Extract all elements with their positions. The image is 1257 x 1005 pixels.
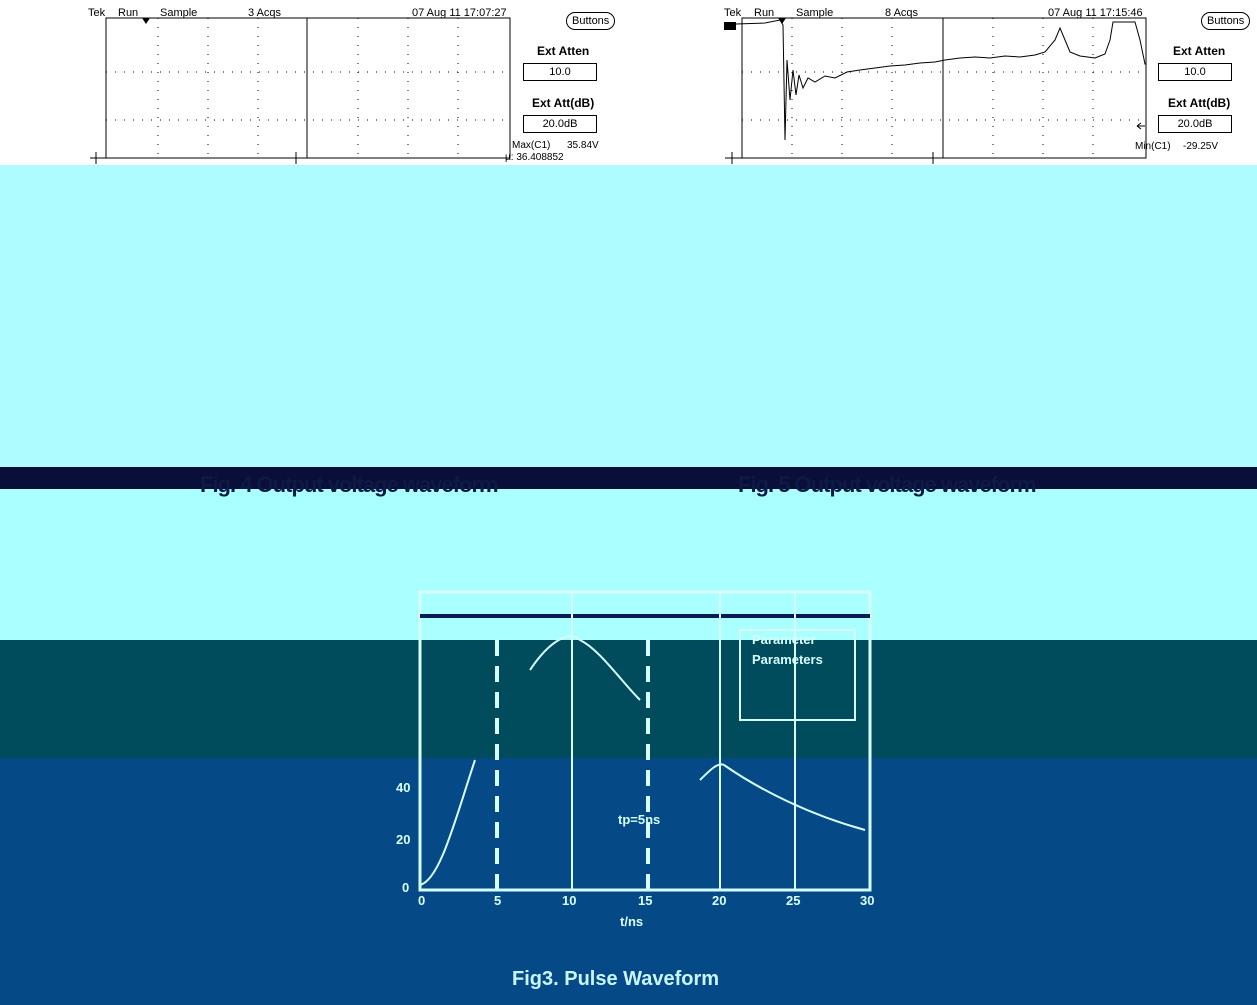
- left-timestamp: 07 Aug 11 17:07:27: [412, 7, 507, 19]
- left-ext-att-db-field[interactable]: 20.0dB: [523, 115, 597, 133]
- right-ext-atten-label: Ext Atten: [1173, 44, 1226, 58]
- x-tick-10: 10: [562, 893, 577, 908]
- x-tick-15: 15: [638, 893, 653, 908]
- blue-background: [0, 758, 1257, 1005]
- right-waveform-trace: [735, 19, 1146, 141]
- left-max-value: 35.84V: [567, 140, 599, 151]
- right-acq-mode: Sample: [796, 7, 834, 19]
- right-figure-caption: Fig. 5 Output voltage waveform: [738, 472, 1037, 497]
- x-tick-20: 20: [712, 893, 727, 908]
- right-acq-count: 8 Acqs: [885, 7, 919, 19]
- right-min-label: Min(C1): [1135, 141, 1171, 152]
- x-tick-5: 5: [494, 893, 502, 908]
- left-brand: Tek: [88, 7, 106, 19]
- navy-strip: [0, 467, 1257, 489]
- left-ext-atten-field[interactable]: 10.0: [523, 63, 597, 81]
- left-ext-atten-label: Ext Atten: [537, 44, 590, 58]
- x-axis-label: t/ns: [620, 914, 644, 929]
- right-scope-grid: [724, 17, 1147, 164]
- right-brand: Tek: [724, 7, 742, 19]
- right-run-status: Run: [754, 7, 775, 19]
- y-tick-0: 0: [402, 880, 410, 895]
- pulse-annotation: tp=5ns: [618, 812, 661, 827]
- x-tick-0: 0: [418, 893, 426, 908]
- right-buttons-button[interactable]: Buttons: [1201, 12, 1251, 30]
- cyan-background: [0, 158, 1257, 468]
- right-timestamp: 07 Aug 11 17:15:46: [1048, 7, 1143, 19]
- left-run-status: Run: [118, 7, 139, 19]
- right-min-value: -29.25V: [1183, 141, 1219, 152]
- pulse-plot-title: Fig3. Pulse Waveform: [512, 968, 720, 990]
- right-ext-att-db-label: Ext Att(dB): [1168, 96, 1231, 110]
- teal-background: [0, 640, 1257, 758]
- left-mean-readout: µ: 36.408852: [505, 152, 564, 163]
- y-tick-40: 40: [396, 780, 411, 795]
- left-buttons-button[interactable]: Buttons: [566, 12, 615, 30]
- right-ext-att-db-field[interactable]: 20.0dB: [1158, 115, 1232, 133]
- pulse-curve: [419, 635, 866, 886]
- x-tick-30: 30: [860, 893, 875, 908]
- left-figure-caption: Fig. 4 Output voltage waveform: [200, 472, 499, 497]
- right-ext-atten-field[interactable]: 10.0: [1158, 63, 1232, 81]
- legend-parameter-1: Parameter: [752, 632, 816, 647]
- plot-frame: [418, 590, 872, 892]
- y-tick-20: 20: [396, 832, 411, 847]
- right-oscilloscope-panel: Tek Run Sample 8 Acqs 07 Aug 11 17:15:46…: [615, 0, 1257, 165]
- legend-parameter-2: Parameters: [752, 652, 823, 667]
- left-ext-att-db-label: Ext Att(dB): [532, 96, 595, 110]
- x-tick-25: 25: [786, 893, 801, 908]
- left-scope-grid: [90, 17, 511, 164]
- left-max-label: Max(C1): [512, 140, 551, 151]
- left-acq-count: 3 Acqs: [248, 7, 282, 19]
- left-oscilloscope-panel: Tek Run Sample 3 Acqs 07 Aug 11 17:07:27…: [0, 0, 615, 165]
- left-acq-mode: Sample: [160, 7, 198, 19]
